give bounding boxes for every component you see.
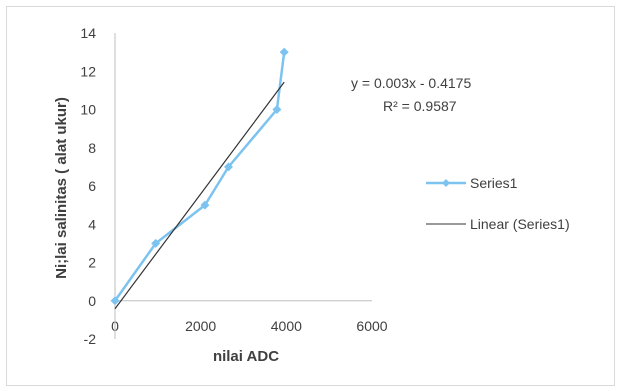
y-tick-label: 14	[80, 25, 96, 41]
legend-series1-label: Series1	[470, 175, 518, 191]
trendline	[114, 81, 285, 310]
series1-point	[224, 162, 234, 172]
x-tick-label: 2000	[185, 318, 216, 334]
legend-item-series1: Series1	[426, 175, 518, 191]
chart-frame	[6, 6, 615, 386]
y-tick-label: 8	[88, 140, 96, 156]
y-tick-label: 0	[88, 293, 96, 309]
y-tick-label: 2	[88, 255, 96, 271]
series1-point	[200, 200, 210, 210]
legend-item-linear: Linear (Series1)	[426, 216, 570, 232]
legend-trendline-label: Linear (Series1)	[470, 216, 570, 232]
legend: Series1 Linear (Series1)	[426, 175, 570, 232]
y-tick-label: 6	[88, 178, 96, 194]
x-tick-labels: 0200040006000	[111, 318, 388, 334]
y-tick-label: 4	[88, 216, 96, 232]
x-tick-label: 6000	[356, 318, 387, 334]
trendline-r-squared: R² = 0.9587	[383, 98, 457, 114]
series1-point	[110, 296, 120, 306]
plot-area	[110, 47, 289, 310]
series1-point	[272, 105, 282, 114]
series1-point	[279, 47, 289, 57]
y-tick-labels: -2 0 2 4 6 8 10 12 14	[80, 25, 96, 347]
series1-point	[151, 238, 161, 248]
series1-line	[113, 51, 286, 302]
y-tick-label: 10	[80, 102, 96, 118]
y-tick-label: -2	[84, 331, 97, 347]
x-axis-title: nilai ADC	[213, 348, 279, 365]
x-tick-label: 4000	[271, 318, 302, 334]
trendline-equation: y = 0.003x - 0.4175	[351, 75, 471, 91]
y-axis-title: Ni;lai salinitas ( alat ukur)	[53, 97, 70, 279]
y-tick-label: 12	[80, 63, 96, 79]
legend-series1-marker	[442, 179, 450, 187]
